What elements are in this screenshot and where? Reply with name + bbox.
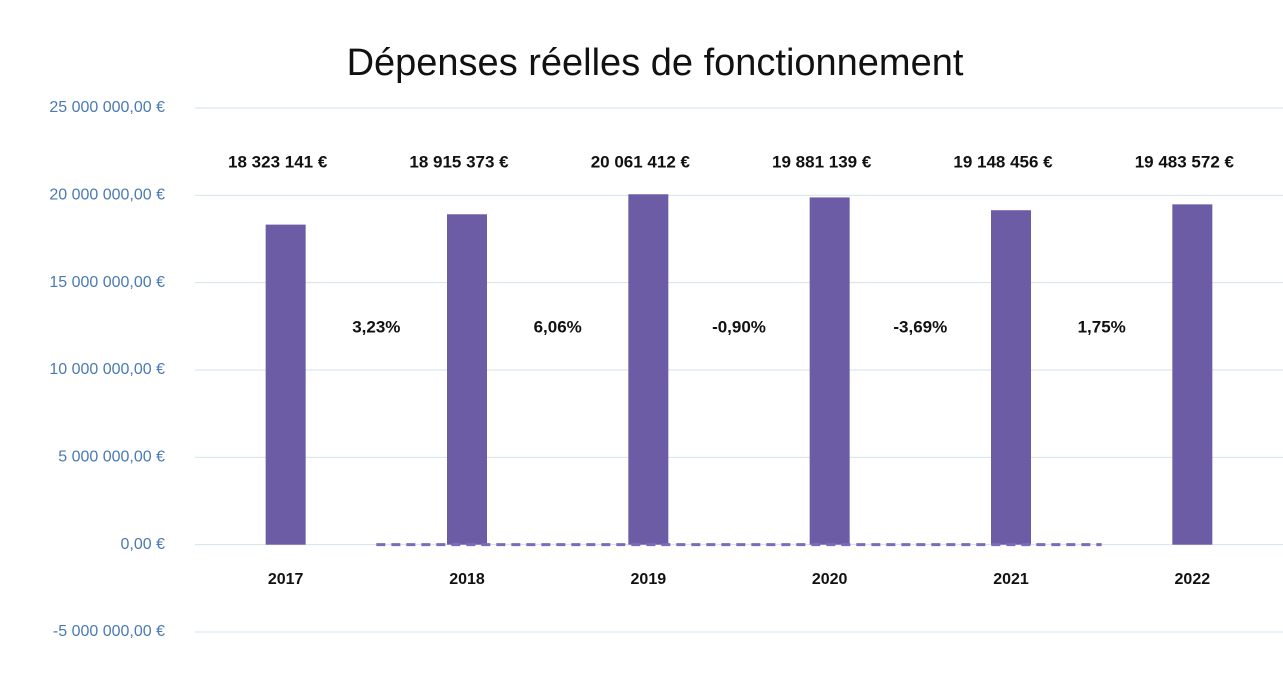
growth-label: 6,06% <box>534 317 582 336</box>
y-tick-label: 20 000 000,00 € <box>49 187 165 204</box>
value-label: 19 148 456 € <box>953 152 1053 171</box>
x-tick-label: 2020 <box>812 571 848 588</box>
x-tick-label: 2017 <box>268 571 304 588</box>
x-tick-label: 2019 <box>631 571 667 588</box>
y-tick-label: 25 000 000,00 € <box>49 99 165 116</box>
y-tick-label: 15 000 000,00 € <box>49 274 165 291</box>
bar <box>809 197 850 545</box>
y-tick-label: 10 000 000,00 € <box>49 361 165 378</box>
value-label: 19 881 139 € <box>772 152 872 171</box>
x-tick-label: 2022 <box>1175 571 1211 588</box>
bar <box>447 214 487 545</box>
value-label: 20 061 412 € <box>591 152 691 171</box>
value-label: 18 323 141 € <box>228 152 328 171</box>
y-tick-label: 0,00 € <box>121 536 166 553</box>
bar <box>628 194 669 545</box>
value-label: 18 915 373 € <box>409 152 509 171</box>
y-tick-label: -5 000 000,00 € <box>53 623 165 640</box>
growth-label: 3,23% <box>352 317 400 336</box>
growth-label: -0,90% <box>712 317 766 336</box>
growth-label: 1,75% <box>1078 317 1126 336</box>
bar <box>265 224 306 545</box>
value-label: 19 483 572 € <box>1135 152 1235 171</box>
growth-label: -3,69% <box>893 317 947 336</box>
x-tick-label: 2021 <box>993 571 1029 588</box>
bar <box>1172 204 1213 545</box>
y-tick-label: 5 000 000,00 € <box>58 449 165 466</box>
bar <box>991 210 1031 545</box>
x-tick-label: 2018 <box>449 571 485 588</box>
chart-title: Dépenses réelles de fonctionnement <box>347 42 964 84</box>
